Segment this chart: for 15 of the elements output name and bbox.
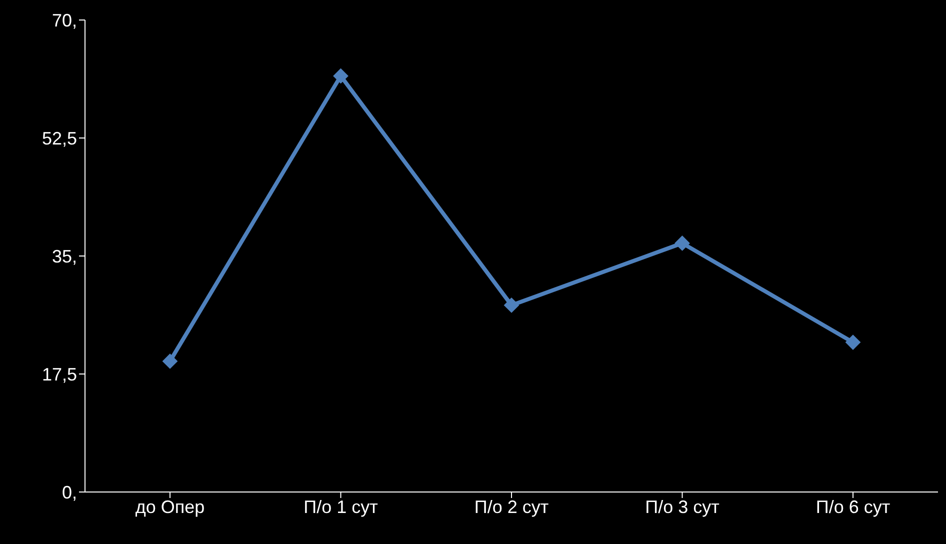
y-tick-label: 0, xyxy=(62,482,77,502)
y-tick-label: 17,5 xyxy=(42,364,77,384)
x-tick-label: П/о 2 сут xyxy=(474,496,549,517)
x-tick-label: П/о 3 сут xyxy=(645,496,720,517)
point xyxy=(162,354,178,369)
x-tick-label: до Опер xyxy=(135,496,205,517)
point xyxy=(504,298,519,313)
point xyxy=(674,236,690,251)
x-tick-label: П/о 6 сут xyxy=(816,496,890,517)
y-tick-label: 70, xyxy=(52,10,77,30)
point xyxy=(333,68,348,84)
y-tick-label: 35, xyxy=(52,246,77,266)
x-tick-label: П/о 1 сут xyxy=(304,496,378,517)
point xyxy=(846,334,860,350)
y-tick-label: 52,5 xyxy=(42,128,77,148)
